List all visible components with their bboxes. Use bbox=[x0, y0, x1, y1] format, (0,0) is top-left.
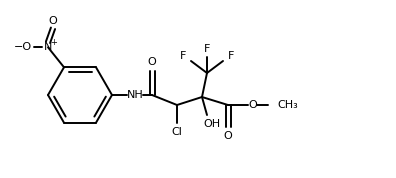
Text: O: O bbox=[148, 57, 156, 67]
Text: CH₃: CH₃ bbox=[277, 100, 298, 110]
Text: O: O bbox=[249, 100, 257, 110]
Text: Cl: Cl bbox=[171, 127, 183, 137]
Text: F: F bbox=[180, 51, 186, 61]
Text: NH: NH bbox=[127, 90, 143, 100]
Text: N: N bbox=[44, 42, 52, 52]
Text: F: F bbox=[204, 44, 210, 54]
Text: +: + bbox=[50, 38, 57, 47]
Text: −O: −O bbox=[14, 42, 32, 52]
Text: O: O bbox=[49, 16, 57, 26]
Text: F: F bbox=[228, 51, 234, 61]
Text: O: O bbox=[224, 131, 232, 141]
Text: OH: OH bbox=[204, 119, 221, 129]
